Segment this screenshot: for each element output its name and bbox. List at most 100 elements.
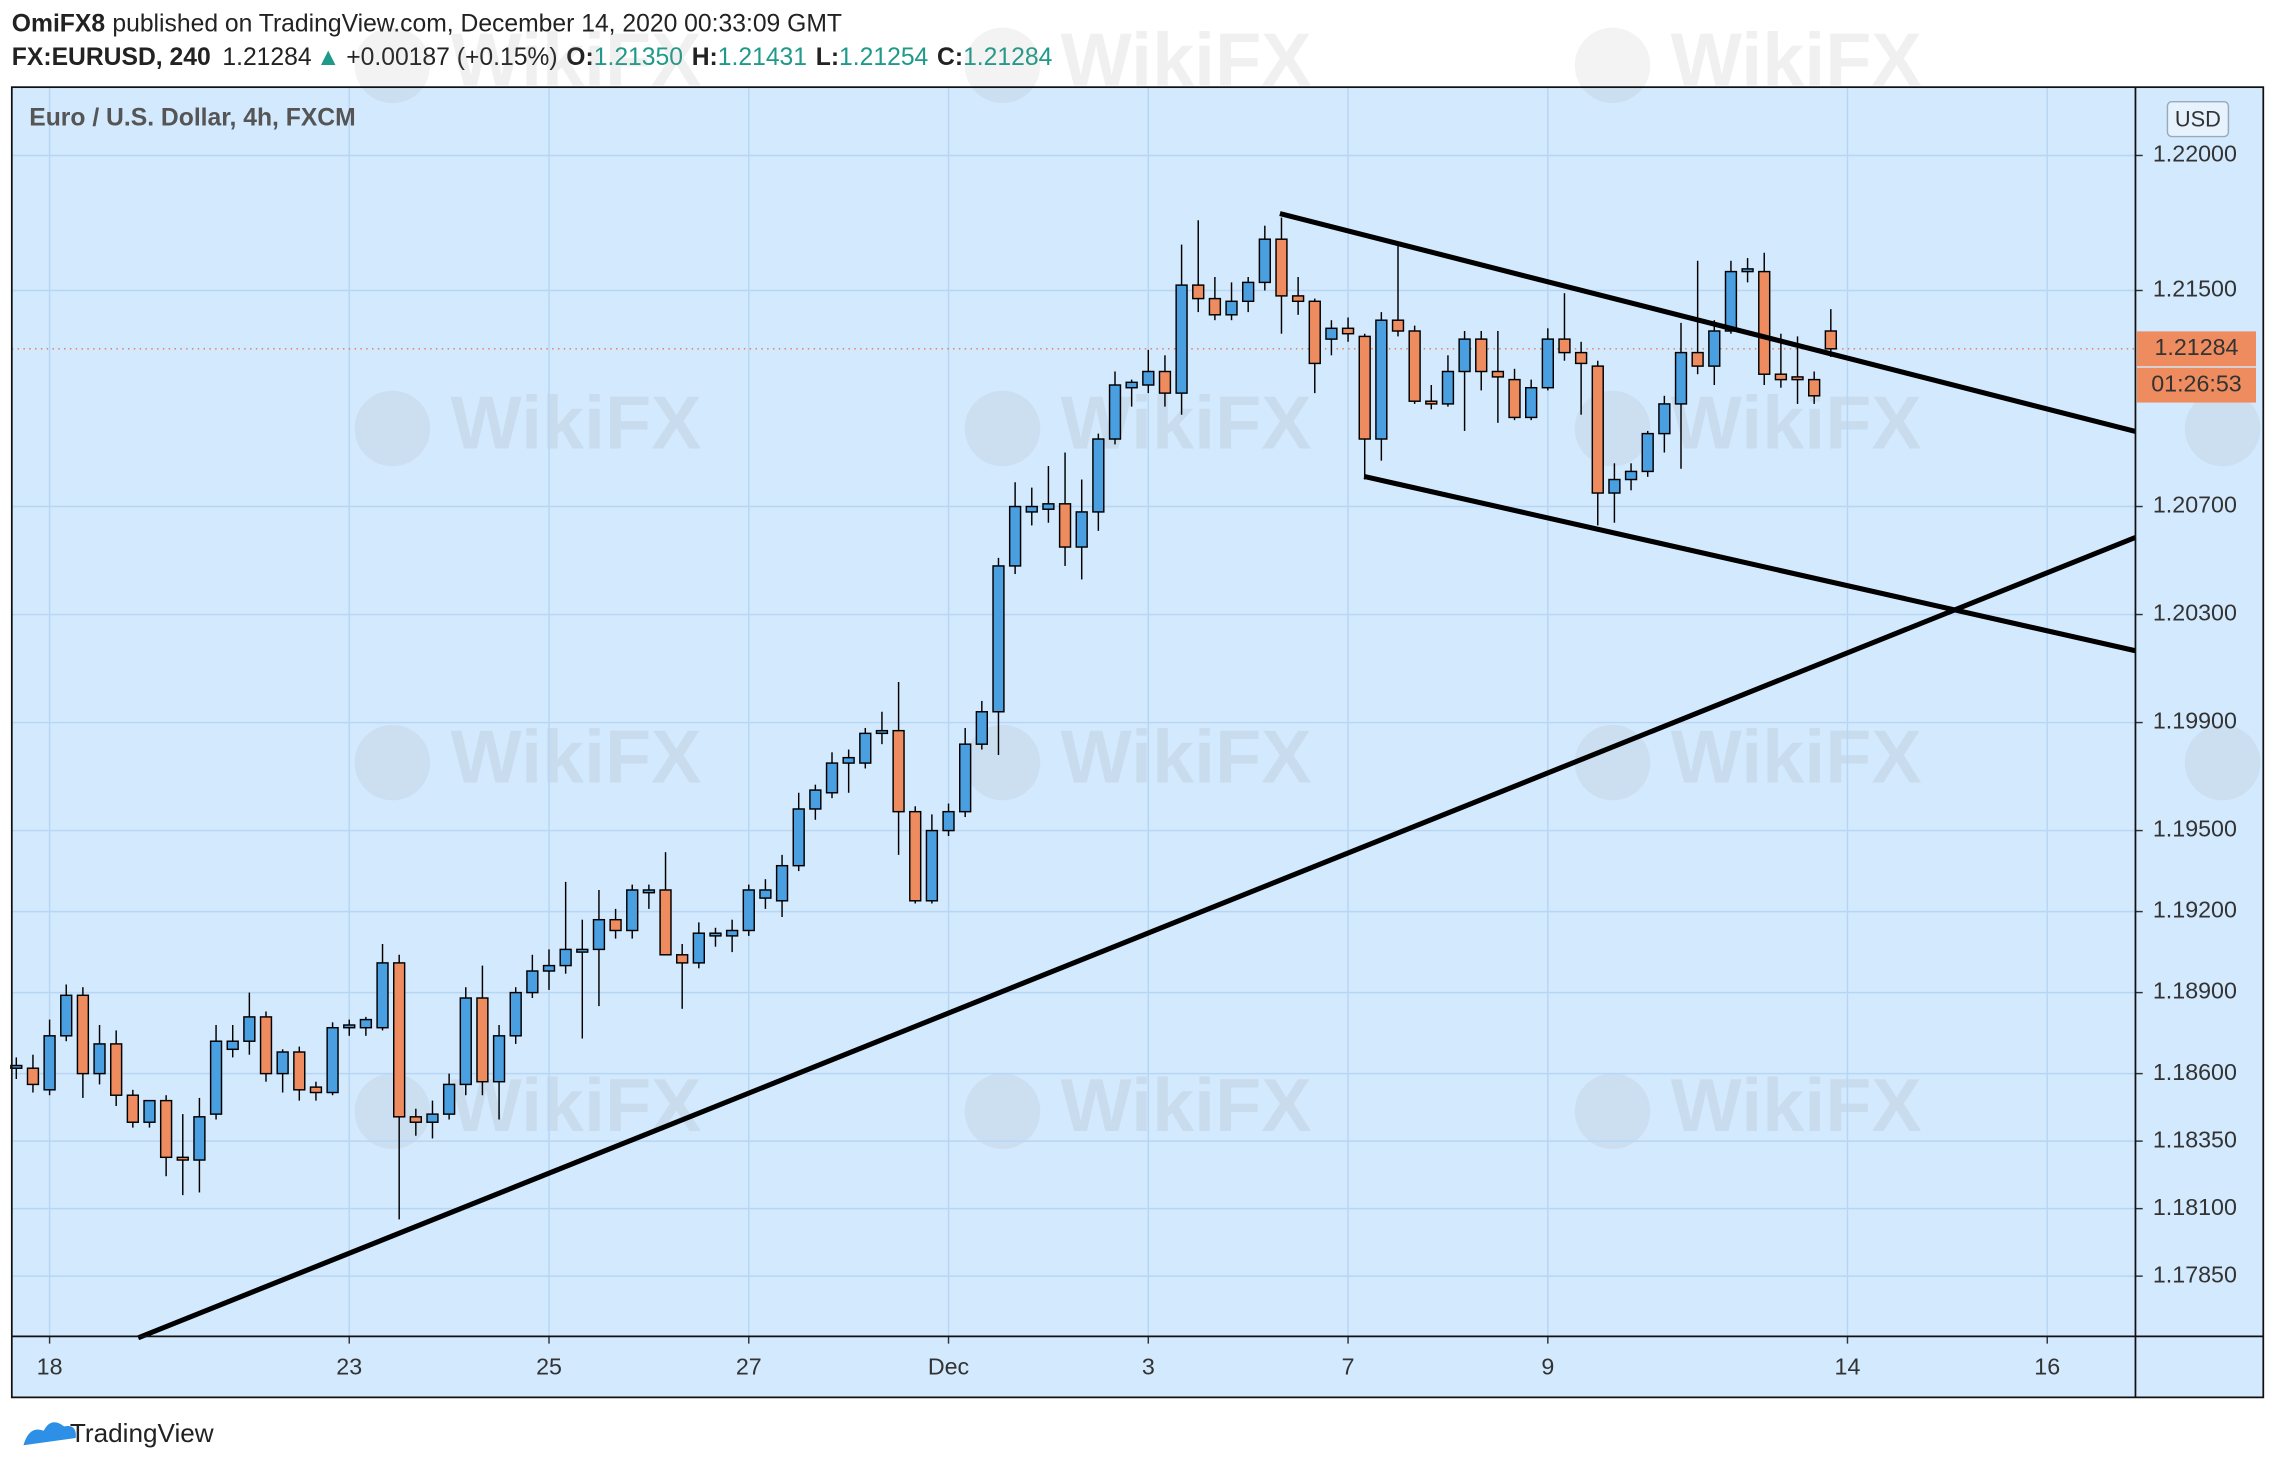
watermark: WikiFX [450,716,701,800]
trendlines [137,211,2137,1341]
candle-body [1574,351,1588,365]
candle-body [1708,330,1721,367]
candle-body [576,948,589,953]
candle-body [1325,327,1338,340]
candle-body [1641,432,1654,473]
published: published on TradingView.com, December 1… [112,10,842,37]
x-tick-label: 7 [1342,1353,1355,1379]
c-value: 1.21284 [963,44,1052,71]
y-tick-label: 1.18600 [2153,1059,2237,1085]
candle-body [626,889,639,932]
candle-body [692,932,706,964]
user: OmiFX8 [12,10,105,37]
candle-body [1824,330,1837,350]
candle-body [143,1099,156,1123]
candle-body [1774,373,1788,381]
candle-body [1541,338,1554,389]
candle-body [725,929,739,937]
candle-body [426,1113,439,1123]
c-label: C: [937,44,963,71]
arrow: ▲ [316,44,340,71]
candle-body [442,1083,456,1115]
x-tick-label: 3 [1142,1353,1155,1379]
watermark: WikiFX [1061,716,1312,800]
x-tick-label: 27 [736,1353,762,1379]
candle-body [1475,338,1488,373]
candle-body [1591,365,1604,494]
chart-title: Euro / U.S. Dollar, 4h, FXCM [29,105,355,132]
countdown-box [2136,367,2257,403]
candle-body [1108,384,1122,440]
candle-body [359,1018,373,1029]
watermark-icon [354,724,431,801]
quote-line: FX:EURUSD, 240 1.21284 ▲ +0.00187 (+0.15%) O… [12,44,1053,71]
candle-body [609,918,622,932]
candle-body [1525,386,1538,419]
candle-body [1092,438,1105,513]
candle-body [542,964,556,972]
candle-body [1758,270,1771,375]
watermark: WikiFX [1671,716,1922,800]
candle-body [1192,284,1205,300]
candle-body [959,743,972,813]
candle-body [393,962,406,1118]
candle-body [1558,338,1571,354]
candle-body [1142,370,1155,386]
candle-body [925,829,939,902]
y-tick-label: 1.18100 [2153,1194,2237,1220]
candle-body [1441,370,1455,405]
candle-body [1175,284,1188,394]
y-tick-label: 1.17850 [2153,1261,2237,1287]
currency: USD [2175,106,2221,131]
watermark-icon [354,27,431,104]
candle-body [1158,370,1172,394]
candle-body [775,864,789,902]
candle-body [942,810,955,832]
watermark-icon [2184,724,2261,801]
candle-body [76,994,90,1075]
candle-body [43,1035,56,1091]
candle-body [792,808,805,867]
y-tick-label: 1.22000 [2153,141,2237,167]
x-tick-label: 9 [1541,1353,1554,1379]
watermark-icon [354,390,431,467]
watermark: WikiFX [1061,1064,1312,1148]
candle-body [659,889,672,956]
channel-upper [1279,211,2137,434]
candle-body [1741,268,1754,273]
watermark-icon [1574,27,1651,104]
y-tick-label: 1.18900 [2153,978,2237,1004]
candle-body [1674,351,1688,405]
x-tick-label: 16 [2034,1353,2060,1379]
y-tick-label: 1.20300 [2153,600,2237,626]
candle-body [376,962,389,1029]
watermark: WikiFX [450,1064,701,1148]
frame [10,86,2265,1399]
candle-body [842,756,855,764]
candle-body [509,991,522,1037]
candle-body [1791,376,1804,381]
candle-body [26,1067,40,1086]
candle-body [1608,478,1621,494]
h-label: H: [692,44,718,71]
y-tick-label: 1.19500 [2153,816,2237,842]
candle-body [1291,295,1305,303]
candle-body [1242,281,1255,303]
currency-box [2166,100,2230,138]
y-tick-label: 1.21500 [2153,276,2237,302]
candle-body [176,1156,189,1161]
candle-body [159,1099,173,1159]
candle-body [859,732,872,764]
candle-body [1058,503,1072,548]
candle-body [226,1040,239,1051]
x-tick-label: 14 [1835,1353,1861,1379]
time-axis [11,1336,2264,1398]
candle-body [1225,300,1238,316]
l-label: L: [816,44,839,71]
watermark: WikiFX [450,18,701,102]
l-value: 1.21254 [839,44,928,71]
y-tick-label: 1.20700 [2153,492,2237,518]
candle-body [1508,378,1521,419]
change: +0.00187 (+0.15%) [346,44,557,71]
